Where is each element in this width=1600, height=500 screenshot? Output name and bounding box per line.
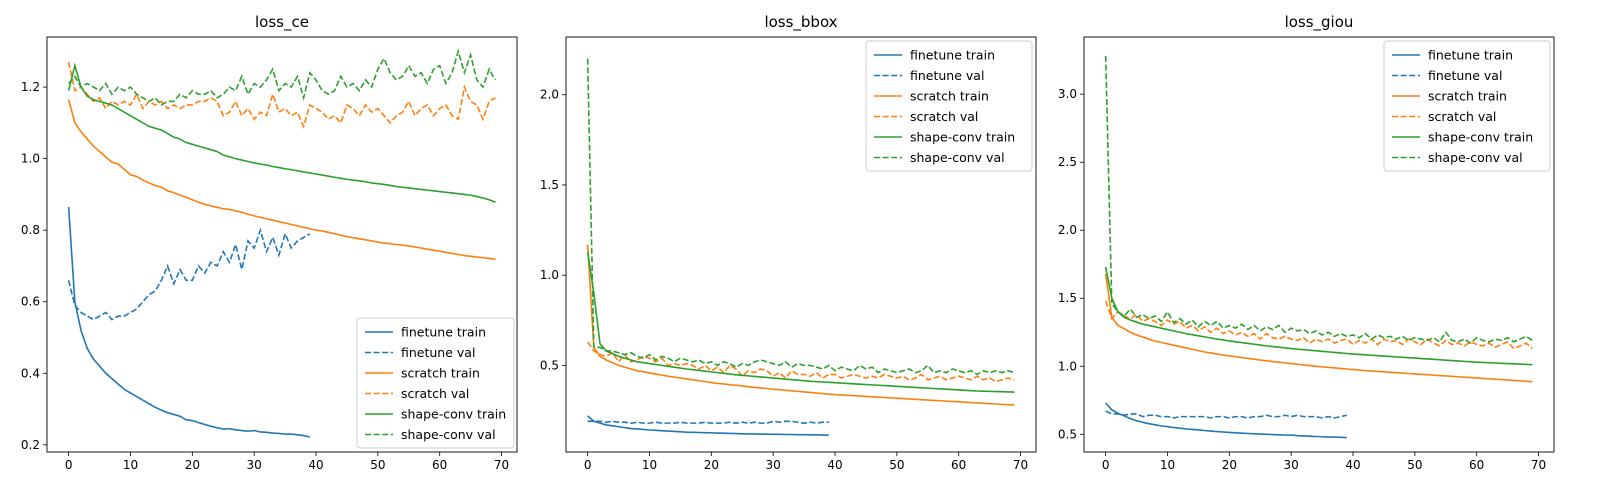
series-line-scratch-val bbox=[586, 341, 1015, 383]
series-line-shape-conv-val bbox=[586, 58, 1015, 376]
legend-label: finetune train bbox=[401, 325, 486, 340]
legend-label: finetune val bbox=[1428, 68, 1502, 83]
y-tick-label: 1.0 bbox=[21, 152, 40, 166]
y-tick-label: 0.6 bbox=[21, 295, 40, 309]
series-line-scratch-train bbox=[586, 244, 1015, 406]
series-line-finetune-val bbox=[67, 227, 311, 321]
x-tick-label: 0 bbox=[584, 458, 592, 472]
plot-frame bbox=[565, 36, 1037, 453]
x-tick-label: 30 bbox=[247, 458, 262, 472]
x-tick-label: 30 bbox=[1284, 458, 1299, 472]
y-tick-label: 0.5 bbox=[1058, 427, 1077, 441]
y-tick-label: 1.0 bbox=[540, 268, 559, 282]
chart-panel-2: loss_giou 0 10 20 30 40 50 60 70 0.5 1.0 1.5 2.0 2.5 3… bbox=[1058, 13, 1555, 472]
x-tick-label: 30 bbox=[766, 458, 781, 472]
y-tick-label: 1.2 bbox=[21, 80, 40, 94]
legend-label: shape-conv train bbox=[910, 130, 1015, 145]
legend-label: scratch val bbox=[1428, 109, 1496, 124]
x-tick-label: 10 bbox=[123, 458, 138, 472]
y-tick-label: 3.0 bbox=[1058, 87, 1077, 101]
series-line-scratch-val bbox=[67, 61, 496, 129]
plot-frame bbox=[46, 36, 518, 453]
x-tick-label: 60 bbox=[951, 458, 966, 472]
legend-label: shape-conv val bbox=[1428, 150, 1523, 165]
legend: finetune train finetune val scratch train s… bbox=[865, 40, 1033, 172]
x-tick-label: 40 bbox=[827, 458, 842, 472]
series-line-shape-conv-val bbox=[68, 48, 497, 106]
y-tick-label: 0.5 bbox=[540, 358, 559, 372]
x-tick-label: 0 bbox=[65, 458, 73, 472]
legend: finetune train finetune val scratch train s… bbox=[356, 317, 515, 449]
x-tick-label: 70 bbox=[1013, 458, 1028, 472]
series-line-shape-conv-train bbox=[586, 251, 1015, 393]
x-tick-label: 0 bbox=[1102, 458, 1110, 472]
y-tick-label: 2.0 bbox=[1058, 223, 1077, 237]
legend-label: scratch train bbox=[401, 366, 480, 381]
chart-title: loss_ce bbox=[255, 13, 309, 32]
y-tick-label: 1.5 bbox=[540, 178, 559, 192]
x-tick-label: 20 bbox=[185, 458, 200, 472]
legend-label: scratch train bbox=[910, 89, 989, 104]
y-tick-label: 2.5 bbox=[1058, 155, 1077, 169]
x-tick-label: 60 bbox=[432, 458, 447, 472]
y-tick-label: 0.4 bbox=[21, 366, 40, 380]
series-line-finetune-train bbox=[1105, 402, 1347, 439]
legend-label: finetune train bbox=[910, 48, 995, 63]
series-line-scratch-train bbox=[67, 99, 496, 260]
x-tick-label: 50 bbox=[370, 458, 385, 472]
legend-label: shape-conv train bbox=[1428, 130, 1533, 145]
y-tick-label: 0.2 bbox=[21, 438, 40, 452]
series-line-shape-conv-train bbox=[67, 62, 496, 204]
legend-label: shape-conv train bbox=[401, 407, 506, 422]
legend-label: shape-conv val bbox=[910, 150, 1005, 165]
legend-label: finetune train bbox=[1428, 48, 1513, 63]
x-tick-label: 20 bbox=[704, 458, 719, 472]
y-tick-label: 1.5 bbox=[1058, 291, 1077, 305]
chart-title: loss_bbox bbox=[764, 13, 837, 32]
legend-label: finetune val bbox=[401, 345, 475, 360]
x-tick-label: 40 bbox=[1345, 458, 1360, 472]
legend-label: scratch val bbox=[910, 109, 978, 124]
series-line-shape-conv-train bbox=[1104, 266, 1533, 366]
series-line-finetune-train bbox=[587, 415, 829, 437]
x-tick-label: 50 bbox=[889, 458, 904, 472]
legend-box bbox=[356, 317, 515, 449]
x-tick-label: 60 bbox=[1469, 458, 1484, 472]
plot-frame bbox=[1083, 36, 1555, 453]
x-tick-label: 10 bbox=[1160, 458, 1175, 472]
y-tick-label: 2.0 bbox=[540, 88, 559, 102]
legend: finetune train finetune val scratch train s… bbox=[1383, 40, 1551, 172]
legend-label: scratch val bbox=[401, 386, 469, 401]
y-tick-label: 0.8 bbox=[21, 223, 40, 237]
x-tick-label: 40 bbox=[308, 458, 323, 472]
chart-panel-1: loss_bbox 0 10 20 30 40 50 60 70 0.5 1.0 1.5 2.0 fine… bbox=[540, 13, 1037, 472]
legend-box bbox=[1383, 40, 1551, 172]
chart-panel-0: loss_ce 0 10 20 30 40 50 60 70 0.2 0.4 0.6 0.8 1.0 1.2… bbox=[21, 13, 518, 472]
series-line-finetune-val bbox=[1105, 410, 1348, 419]
chart-title: loss_giou bbox=[1285, 13, 1354, 32]
x-tick-label: 10 bbox=[642, 458, 657, 472]
x-tick-label: 50 bbox=[1407, 458, 1422, 472]
legend-label: shape-conv val bbox=[401, 427, 496, 442]
legend-label: scratch train bbox=[1428, 89, 1507, 104]
series-line-scratch-val bbox=[1104, 300, 1533, 350]
legend-box bbox=[865, 40, 1033, 172]
series-line-scratch-train bbox=[1104, 273, 1533, 383]
x-tick-label: 20 bbox=[1222, 458, 1237, 472]
x-tick-label: 70 bbox=[1531, 458, 1546, 472]
series-line-finetune-val bbox=[587, 420, 829, 424]
y-tick-label: 1.0 bbox=[1058, 359, 1077, 373]
series-line-shape-conv-val bbox=[1104, 56, 1533, 345]
x-tick-label: 70 bbox=[494, 458, 509, 472]
series-line-finetune-train bbox=[67, 206, 311, 438]
legend-label: finetune val bbox=[910, 68, 984, 83]
